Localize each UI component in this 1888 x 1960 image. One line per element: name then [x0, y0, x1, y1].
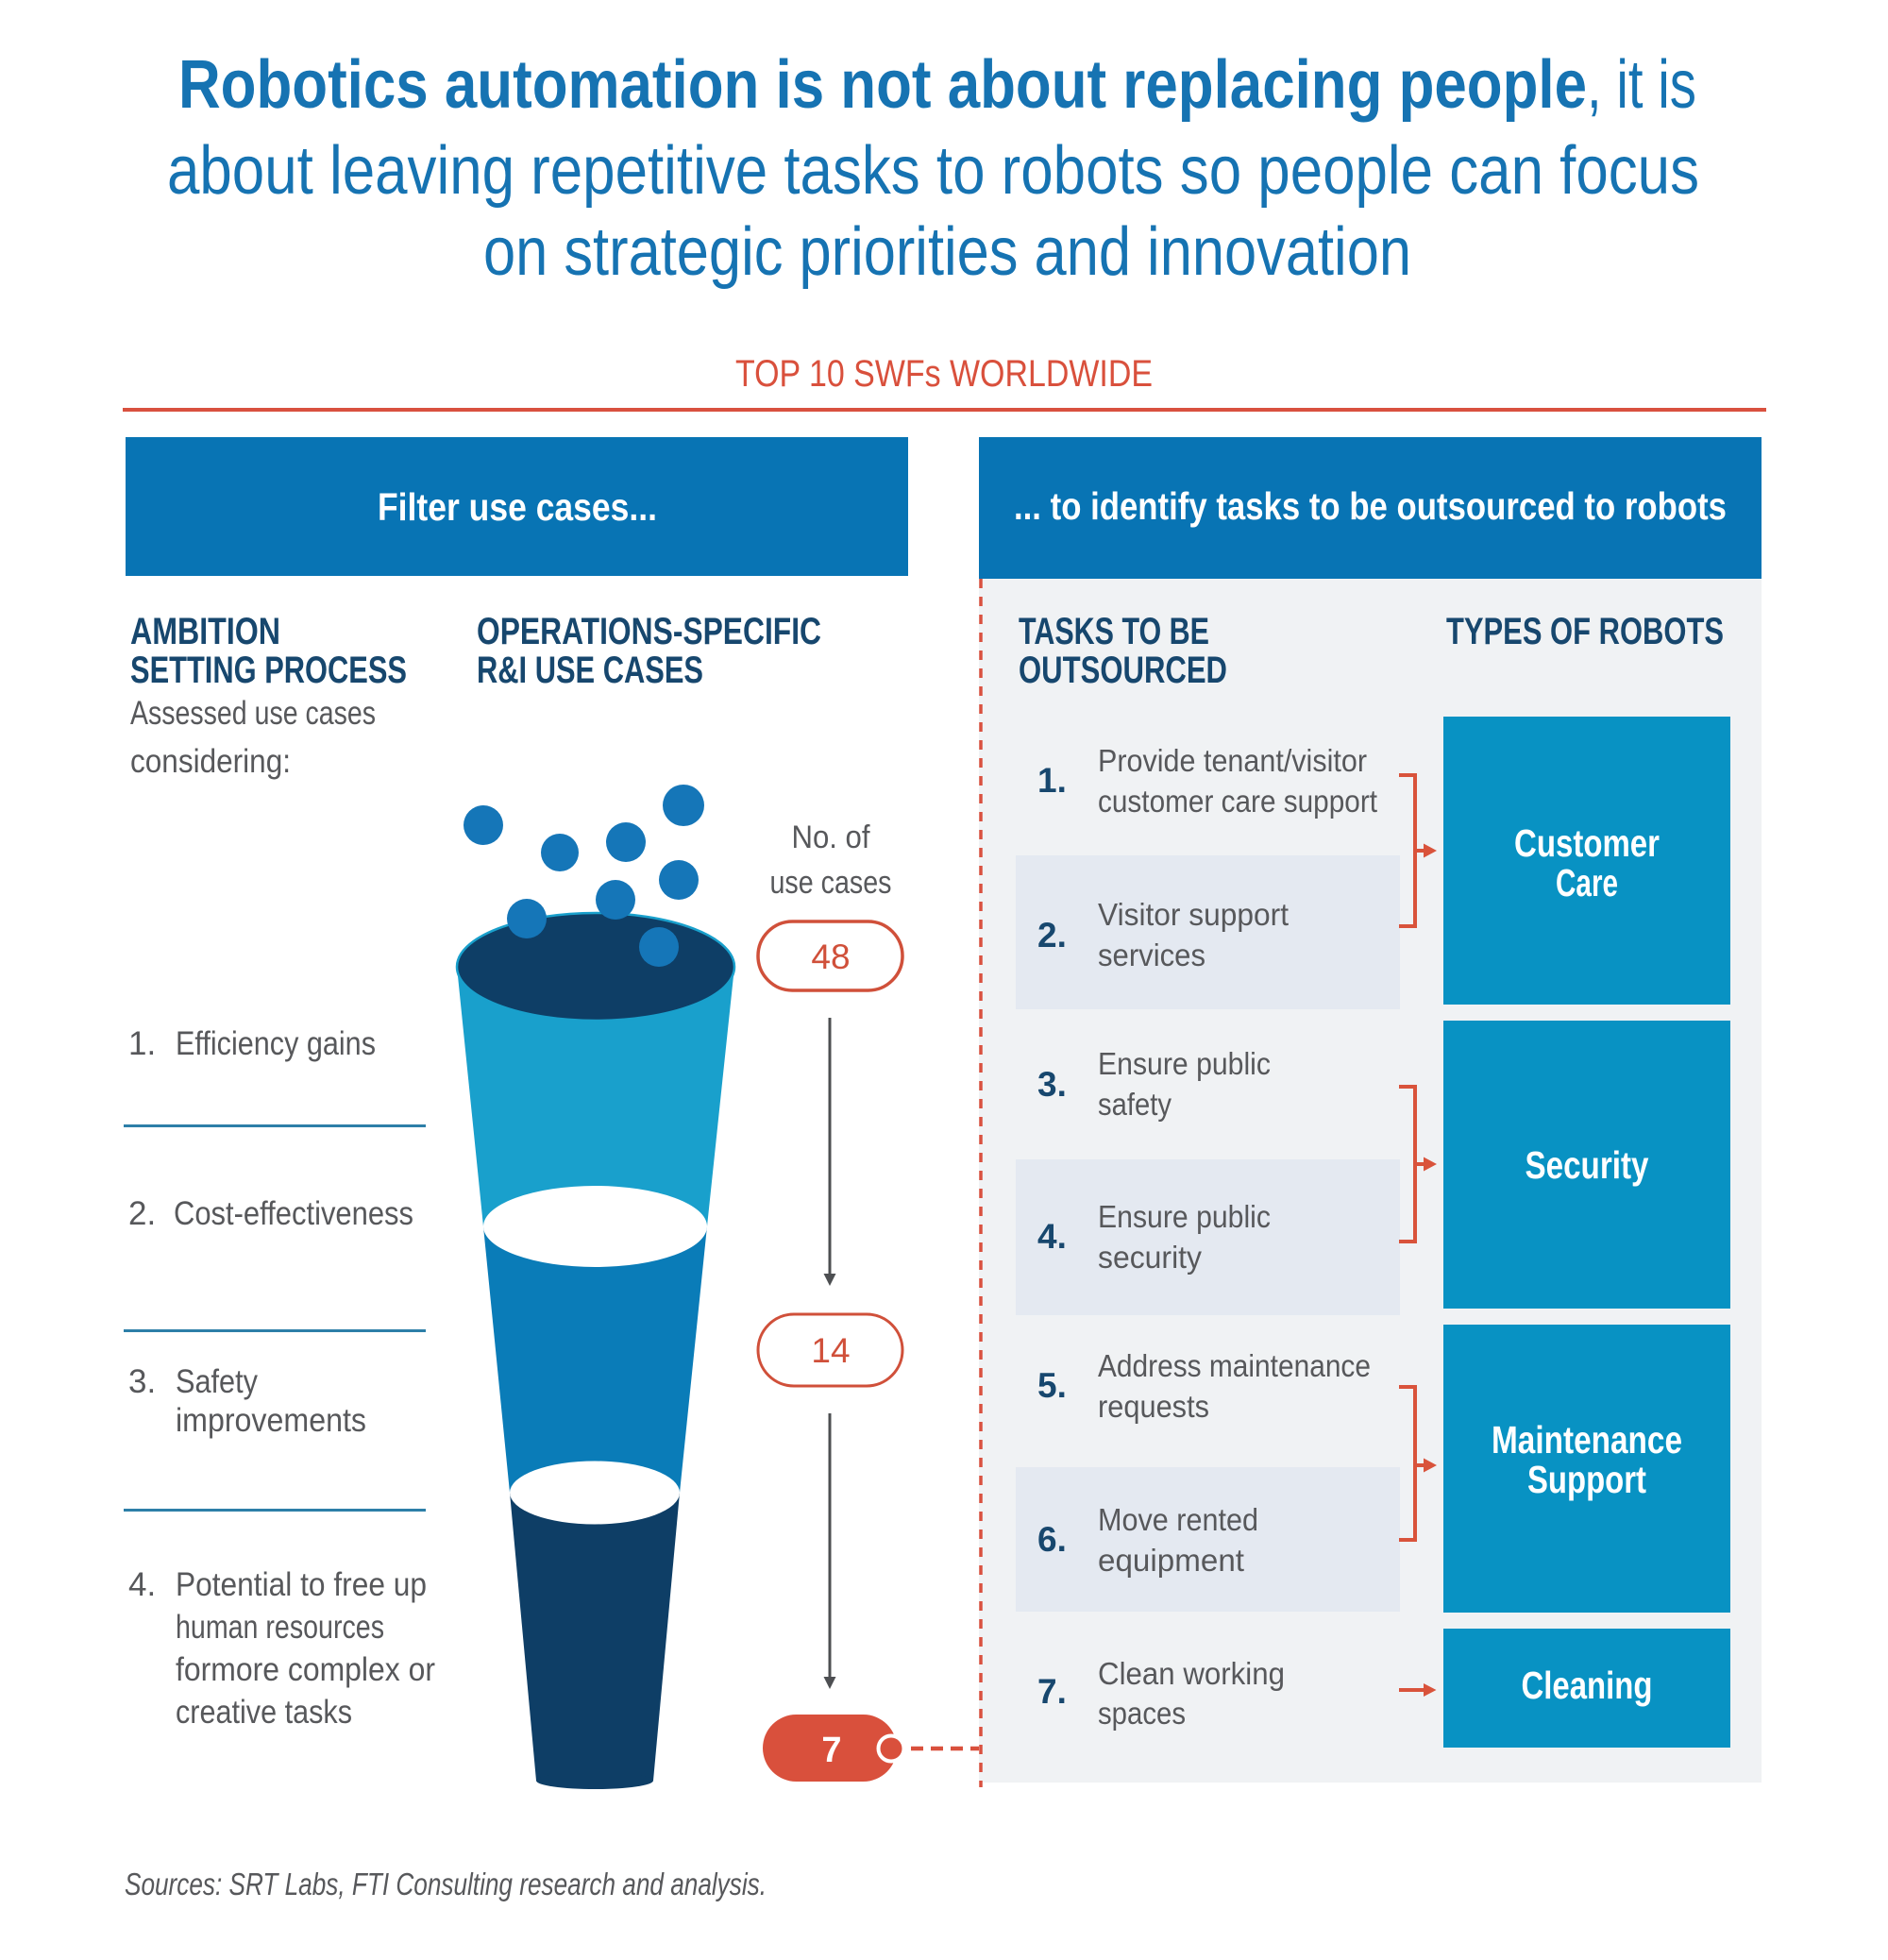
svg-text:Clean working: Clean working	[1098, 1656, 1285, 1691]
svg-text:2.: 2.	[1037, 916, 1067, 955]
svg-text:1.: 1.	[1037, 761, 1067, 800]
svg-text:Move rented: Move rented	[1098, 1502, 1258, 1537]
svg-text:security: security	[1098, 1240, 1202, 1275]
svg-text:Ensure public: Ensure public	[1098, 1199, 1271, 1234]
svg-text:TYPES OF ROBOTS: TYPES OF ROBOTS	[1446, 611, 1724, 652]
svg-text:4.: 4.	[1037, 1217, 1067, 1256]
svg-text:Visitor support: Visitor support	[1098, 897, 1289, 932]
svg-text:safety: safety	[1098, 1087, 1172, 1122]
svg-text:Cleaning: Cleaning	[1522, 1664, 1653, 1707]
svg-text:Safety: Safety	[176, 1363, 258, 1400]
svg-text:Assessed use cases: Assessed use cases	[130, 695, 376, 732]
svg-text:Cost-effectiveness: Cost-effectiveness	[174, 1195, 413, 1232]
svg-text:Care: Care	[1556, 861, 1618, 904]
svg-text:No. of: No. of	[792, 819, 870, 855]
svg-text:formore complex or: formore complex or	[176, 1651, 435, 1688]
svg-text:human resources: human resources	[176, 1609, 384, 1646]
svg-text:, it is: , it is	[1587, 47, 1696, 123]
svg-text:Efficiency gains: Efficiency gains	[176, 1025, 376, 1062]
svg-text:Support: Support	[1527, 1458, 1646, 1501]
svg-text:3.: 3.	[128, 1363, 156, 1400]
svg-text:7: 7	[821, 1731, 841, 1770]
svg-text:Maintenance: Maintenance	[1492, 1418, 1682, 1462]
svg-text:AMBITION: AMBITION	[130, 611, 280, 652]
svg-text:spaces: spaces	[1098, 1696, 1186, 1731]
svg-text:Provide tenant/visitor: Provide tenant/visitor	[1098, 743, 1367, 778]
svg-text:equipment: equipment	[1098, 1543, 1244, 1578]
svg-text:R&I USE CASES: R&I USE CASES	[477, 650, 703, 691]
svg-text:Security: Security	[1526, 1143, 1649, 1187]
svg-text:Customer: Customer	[1514, 821, 1660, 865]
svg-text:Filter use cases...: Filter use cases...	[378, 485, 657, 529]
svg-text:creative tasks: creative tasks	[176, 1694, 352, 1731]
svg-text:use cases: use cases	[770, 865, 892, 901]
svg-text:5.: 5.	[1037, 1366, 1067, 1405]
svg-text:Robotics automation is not abo: Robotics automation is not about replaci…	[178, 47, 1587, 123]
svg-text:48: 48	[811, 938, 850, 976]
svg-text:improvements: improvements	[176, 1402, 366, 1439]
svg-text:Potential to free up: Potential to free up	[176, 1566, 427, 1603]
svg-text:customer care support: customer care support	[1098, 784, 1377, 819]
svg-text:Sources: SRT Labs, FTI Consult: Sources: SRT Labs, FTI Consulting resear…	[125, 1867, 767, 1901]
svg-text:3.: 3.	[1037, 1065, 1067, 1104]
svg-text:SETTING PROCESS: SETTING PROCESS	[130, 650, 407, 691]
svg-text:on strategic priorities and in: on strategic priorities and innovation	[483, 214, 1411, 290]
svg-text:requests: requests	[1098, 1389, 1209, 1424]
svg-text:TASKS TO BE: TASKS TO BE	[1019, 611, 1209, 652]
svg-text:6.: 6.	[1037, 1520, 1067, 1559]
svg-text:Address maintenance: Address maintenance	[1098, 1348, 1371, 1383]
svg-text:OUTSOURCED: OUTSOURCED	[1019, 650, 1227, 691]
svg-text:... to identify tasks to be ou: ... to identify tasks to be outsourced t…	[1014, 484, 1727, 528]
svg-text:7.: 7.	[1037, 1672, 1067, 1711]
svg-text:TOP 10 SWFs WORLDWIDE: TOP 10 SWFs WORLDWIDE	[735, 353, 1153, 395]
svg-text:considering:: considering:	[130, 743, 291, 780]
svg-text:14: 14	[811, 1331, 850, 1370]
svg-text:Ensure public: Ensure public	[1098, 1046, 1271, 1081]
svg-text:1.: 1.	[128, 1025, 156, 1062]
svg-text:OPERATIONS-SPECIFIC: OPERATIONS-SPECIFIC	[477, 611, 821, 652]
svg-text:services: services	[1098, 938, 1205, 972]
svg-text:2.: 2.	[128, 1195, 156, 1232]
svg-text:4.: 4.	[128, 1566, 156, 1603]
svg-text:about leaving repetitive tasks: about leaving repetitive tasks to robots…	[167, 133, 1699, 209]
